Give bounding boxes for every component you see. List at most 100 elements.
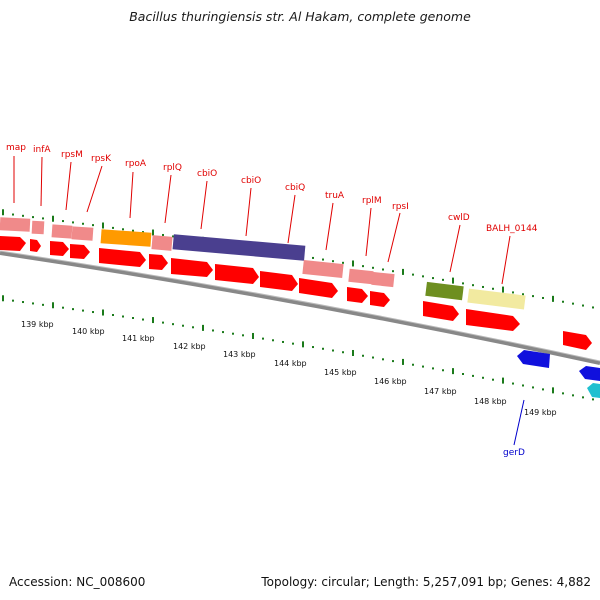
- cds-bar[interactable]: [0, 217, 31, 232]
- minor-tick: [562, 300, 564, 303]
- minor-tick: [582, 304, 584, 307]
- major-tick: [102, 309, 104, 316]
- gene-arrow[interactable]: [423, 301, 459, 321]
- minor-tick: [472, 374, 474, 377]
- gene-arrow[interactable]: [466, 309, 520, 331]
- gene-arrow[interactable]: [50, 241, 69, 256]
- kbp-label: 149 kbp: [524, 408, 557, 417]
- reverse-gene-arrow[interactable]: [579, 366, 600, 381]
- gene-label[interactable]: rpsK: [91, 154, 112, 164]
- major-tick: [302, 341, 304, 348]
- minor-tick: [572, 394, 574, 397]
- minor-tick: [312, 256, 314, 259]
- minor-tick: [242, 334, 244, 337]
- kbp-label: 140 kbp: [72, 327, 105, 336]
- minor-tick: [522, 293, 524, 296]
- major-tick: [152, 317, 154, 324]
- minor-tick: [182, 324, 184, 327]
- gene-label[interactable]: gerD: [503, 448, 525, 458]
- minor-tick: [592, 398, 594, 401]
- minor-tick: [122, 228, 124, 231]
- major-tick: [452, 277, 454, 284]
- cds-bar[interactable]: [71, 226, 94, 241]
- minor-tick: [12, 299, 14, 302]
- minor-tick: [532, 386, 534, 389]
- cds-bar[interactable]: [348, 268, 374, 285]
- minor-tick: [512, 382, 514, 385]
- minor-tick: [172, 235, 174, 238]
- minor-tick: [512, 291, 514, 294]
- minor-tick: [462, 282, 464, 285]
- major-tick: [2, 209, 4, 216]
- minor-tick: [562, 392, 564, 395]
- genome-backbone: [0, 251, 600, 365]
- gene-label[interactable]: cbiO: [197, 169, 217, 179]
- genome-backbone-highlight: [0, 250, 600, 362]
- cds-bar[interactable]: [31, 220, 45, 235]
- gene-arrow[interactable]: [70, 244, 90, 259]
- gene-arrow[interactable]: [0, 236, 26, 251]
- kbp-label: 147 kbp: [424, 387, 457, 396]
- gene-label[interactable]: cbiO: [241, 176, 261, 186]
- gene-arrow[interactable]: [370, 291, 390, 307]
- major-tick: [502, 377, 504, 384]
- cds-bar[interactable]: [51, 224, 73, 239]
- gene-arrow[interactable]: [260, 271, 298, 291]
- gene-label[interactable]: cwlD: [448, 213, 470, 223]
- gene-label[interactable]: rpoA: [125, 159, 147, 169]
- minor-tick: [492, 378, 494, 381]
- gene-label[interactable]: BALH_0144: [486, 224, 538, 234]
- minor-tick: [332, 349, 334, 352]
- minor-tick: [482, 285, 484, 288]
- minor-tick: [442, 369, 444, 372]
- gene-arrow[interactable]: [99, 248, 146, 267]
- gene-arrow[interactable]: [171, 258, 213, 277]
- minor-tick: [162, 321, 164, 324]
- major-tick: [402, 268, 404, 275]
- reverse-gene-arrow[interactable]: [587, 383, 600, 398]
- major-tick: [202, 324, 204, 331]
- gene-arrow[interactable]: [149, 254, 168, 270]
- gene-arrow[interactable]: [347, 287, 368, 303]
- cds-bar[interactable]: [467, 288, 526, 310]
- gene-arrow[interactable]: [215, 264, 259, 284]
- minor-tick: [82, 222, 84, 225]
- minor-tick: [62, 306, 64, 309]
- gene-label[interactable]: rplM: [362, 196, 382, 206]
- gene-arrow[interactable]: [299, 278, 338, 298]
- minor-tick: [172, 323, 174, 326]
- gene-label[interactable]: truA: [325, 191, 345, 201]
- gene-arrow[interactable]: [30, 239, 41, 252]
- major-tick: [352, 349, 354, 356]
- minor-tick: [422, 275, 424, 278]
- gene-label[interactable]: infA: [33, 145, 51, 155]
- minor-tick: [92, 311, 94, 314]
- cds-bar[interactable]: [425, 281, 464, 301]
- minor-tick: [472, 284, 474, 287]
- minor-tick: [22, 214, 24, 217]
- minor-tick: [362, 354, 364, 357]
- cds-bar[interactable]: [100, 229, 152, 247]
- gene-label[interactable]: cbiQ: [285, 183, 305, 193]
- gene-label[interactable]: rpsI: [392, 202, 409, 212]
- minor-tick: [432, 277, 434, 280]
- cds-bar[interactable]: [371, 271, 395, 288]
- cds-bar[interactable]: [151, 235, 173, 251]
- cds-bar[interactable]: [302, 259, 344, 279]
- major-tick: [252, 332, 254, 339]
- minor-tick: [322, 258, 324, 261]
- gene-label[interactable]: map: [6, 143, 26, 153]
- gene-label[interactable]: rplQ: [163, 163, 182, 173]
- reverse-gene-arrow[interactable]: [517, 350, 550, 368]
- gene-arrow[interactable]: [563, 331, 592, 350]
- minor-tick: [282, 340, 284, 343]
- gene-label[interactable]: rpsM: [61, 150, 83, 160]
- minor-tick: [292, 342, 294, 345]
- genome-title: Bacillus thuringiensis str. Al Hakam, co…: [129, 9, 471, 24]
- kbp-labels: 139 kbp 140 kbp 141 kbp 142 kbp 143 kbp …: [21, 320, 557, 417]
- cds-bar[interactable]: [172, 234, 306, 261]
- major-tick: [402, 358, 404, 365]
- minor-tick: [42, 217, 44, 220]
- minor-tick: [482, 376, 484, 379]
- major-tick: [2, 295, 4, 302]
